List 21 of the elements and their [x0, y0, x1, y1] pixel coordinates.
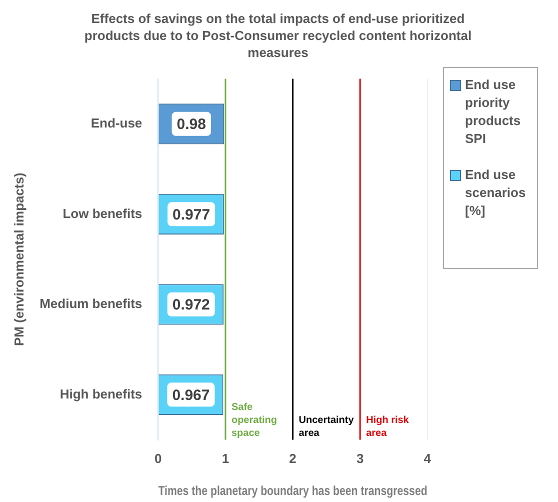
ref-line-label: Uncertainty area	[298, 414, 354, 439]
ref-line-label: Safe operating space	[231, 402, 278, 439]
x-tick-label: 0	[154, 451, 162, 466]
x-tick-label: 4	[424, 451, 432, 466]
x-tick-label: 3	[356, 451, 364, 466]
data-label: 0.977	[172, 206, 210, 224]
y-tick-label: End-use	[90, 116, 142, 131]
data-label: 0.967	[172, 386, 210, 404]
y-tick-label: Medium benefits	[40, 296, 142, 312]
x-axis-title: Times the planetary boundary has been transgressed	[158, 482, 428, 498]
y-tick-label: Low benefits	[62, 206, 142, 221]
x-tick-label: 2	[289, 451, 296, 466]
data-label: 0.972	[172, 296, 210, 314]
data-label: 0.98	[176, 116, 206, 134]
ref-line-label: High risk area	[366, 414, 410, 439]
y-axis-title: PM (environmental impacts)	[11, 172, 26, 346]
legend-label: End use scenarios [%]	[465, 166, 527, 220]
chart-title: Effects of savings on the total impacts of end-use prioritized products due to to Post-Consumer recycled content horizontal measures	[83, 10, 473, 62]
y-tick-label: High benefits	[60, 386, 142, 402]
x-tick-label: 1	[222, 451, 230, 466]
legend-label: End use priority products SPI	[465, 76, 522, 148]
